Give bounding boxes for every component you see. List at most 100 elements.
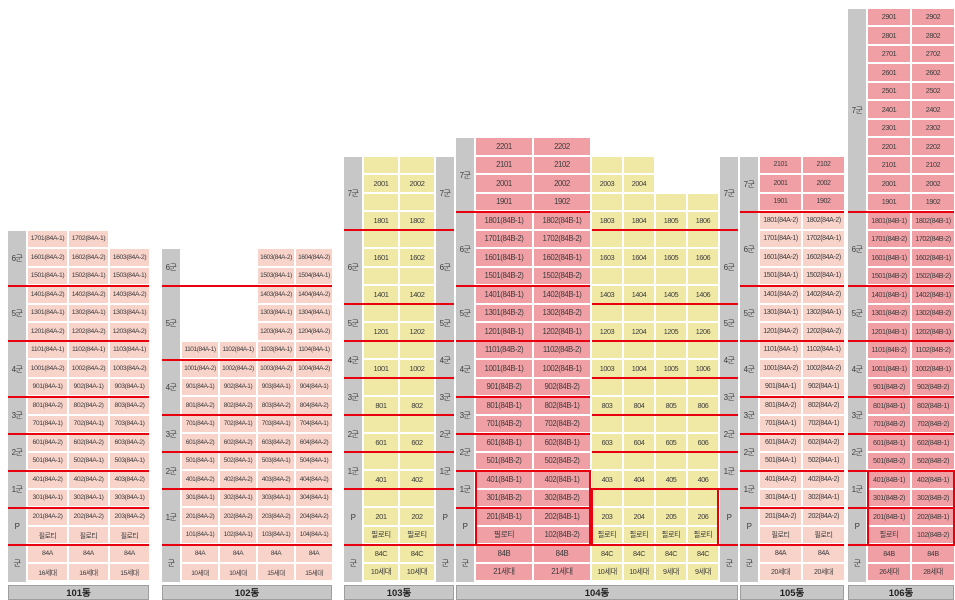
unit-cell: 301(84A-1) xyxy=(182,489,218,506)
unit-cell: 802(84A-2) xyxy=(803,397,844,414)
unit-cell: 2502 xyxy=(912,82,954,99)
unit-cell: 1001(84B-1) xyxy=(868,360,910,377)
unit-cell: 803 xyxy=(592,397,622,414)
red-highlight-box xyxy=(866,469,955,509)
unit-cell: 902(84B-2) xyxy=(912,378,954,395)
unit-cell: 206 xyxy=(688,508,718,525)
unit-cell: 2901 xyxy=(868,8,910,25)
unit-cell: 902(84A-1) xyxy=(69,378,108,395)
piloti-cell: 필로티 xyxy=(760,526,801,543)
empty-duplex-cell xyxy=(400,193,434,210)
unit-cell: 2101 xyxy=(476,156,532,173)
group-divider-red-line xyxy=(456,432,590,435)
group-label: 3군 xyxy=(11,411,23,420)
unit-cell: 1801 xyxy=(364,212,398,229)
unit-cell: 84B xyxy=(476,545,532,562)
unit-cell: 101(84A-1) xyxy=(182,526,218,543)
unit-cell: 903(84A-1) xyxy=(258,378,294,395)
unit-cell: 405 xyxy=(656,471,686,488)
unit-cell: 201(84A-2) xyxy=(760,508,801,525)
unit-cell: 1303(84A-1) xyxy=(258,304,294,321)
group-divider-red-line xyxy=(740,395,844,398)
unit-cell: 202(84A-2) xyxy=(69,508,108,525)
empty-duplex-cell xyxy=(592,378,622,395)
group-label: 5군 xyxy=(11,309,23,319)
unit-cell: 1603(84A-2) xyxy=(258,249,294,266)
unit-cell: 605 xyxy=(656,434,686,451)
unit-cell: 1402 xyxy=(400,286,434,303)
unit-cell: 804(84A-2) xyxy=(296,397,332,414)
unit-cell: 1802 xyxy=(400,212,434,229)
empty-duplex-cell xyxy=(592,341,622,358)
unit-cell: 1502(84B-2) xyxy=(534,267,590,284)
unit-cell: 1001(84A-2) xyxy=(760,360,801,377)
unit-cell: 1002(84A-2) xyxy=(803,360,844,377)
unit-cell: 1802(84B-1) xyxy=(912,212,954,229)
unit-cell: 10세대 xyxy=(400,563,434,580)
unit-cell: 301(84B-2) xyxy=(868,489,910,506)
unit-cell: 20세대 xyxy=(803,563,844,580)
unit-cell: 1002(84A-2) xyxy=(220,360,256,377)
unit-cell: 1101(84A-1) xyxy=(28,341,67,358)
building-name-bar: 105동 xyxy=(740,584,844,600)
unit-cell: 701(84A-1) xyxy=(760,415,801,432)
unit-cell: 1802(84A-2) xyxy=(803,212,844,229)
group-label: 1군 xyxy=(439,466,451,476)
unit-cell: 84C xyxy=(656,545,686,562)
empty-duplex-cell xyxy=(400,304,434,321)
unit-cell: 2202 xyxy=(534,138,590,155)
unit-cell: 203 xyxy=(592,508,622,525)
unit-cell: 1803 xyxy=(592,212,622,229)
group-label-column: 7군 6군 5군 4군 3군 2군 1군 P 군 xyxy=(720,156,738,582)
unit-cell: 1603(84A-2) xyxy=(110,249,149,266)
unit-cell: 902(84A-1) xyxy=(803,378,844,395)
unit-cell: 2501 xyxy=(868,82,910,99)
unit-cell: 802 xyxy=(400,397,434,414)
unit-cell: 84C xyxy=(592,545,622,562)
group-label: 4군 xyxy=(165,383,177,393)
group-label-column: 7군 6군 5군 4군 3군 2군 1군 P 군 xyxy=(740,156,758,582)
unit-cell: 1501(84A-1) xyxy=(28,267,67,284)
unit-cell: 502(84A-1) xyxy=(220,452,256,469)
group-label: 2군 xyxy=(439,429,451,439)
unit-cell: 601(84A-2) xyxy=(760,434,801,451)
group-label: 6군 xyxy=(11,253,23,263)
empty-duplex-cell xyxy=(656,489,686,506)
group-label: P xyxy=(442,512,448,522)
group-divider-red-line xyxy=(162,284,332,287)
unit-cell: 402 xyxy=(400,471,434,488)
group-label: 3군 xyxy=(723,392,735,402)
unit-cell: 84B xyxy=(912,545,954,562)
unit-cell: 1606 xyxy=(688,249,718,266)
unit-cell: 1201(84B-1) xyxy=(476,323,532,340)
unit-cell: 401(84A-2) xyxy=(28,471,67,488)
unit-cell: 1301(84B-2) xyxy=(476,304,532,321)
unit-cell: 602 xyxy=(400,434,434,451)
unit-cell: 1601 xyxy=(364,249,398,266)
unit-cell: 202(84B-1) xyxy=(534,508,590,525)
unit-cell: 801 xyxy=(364,397,398,414)
empty-duplex-cell xyxy=(364,193,398,210)
unit-cell: 601(84B-1) xyxy=(476,434,532,451)
unit-cell: 1503(84A-1) xyxy=(110,267,149,284)
piloti-cell: 필로티 xyxy=(688,526,718,543)
piloti-cell: 필로티 xyxy=(868,526,910,543)
empty-duplex-cell xyxy=(624,156,654,173)
unit-cell: 1502(84A-1) xyxy=(69,267,108,284)
group-label: 2군 xyxy=(723,429,735,439)
group-label: 5군 xyxy=(347,318,359,328)
group-label: 6군 xyxy=(165,263,177,272)
unit-cell: 1101(84B-2) xyxy=(476,341,532,358)
unit-cell: 84A xyxy=(803,545,844,562)
unit-cell: 604(84A-2) xyxy=(296,434,332,451)
unit-cell: 1403(84A-2) xyxy=(258,286,294,303)
piloti-cell: 필로티 xyxy=(592,526,622,543)
unit-cell: 601(84A-2) xyxy=(182,434,218,451)
unit-cell: 1602 xyxy=(400,249,434,266)
group-label: 군 xyxy=(745,559,753,568)
unit-cell: 1303(84A-1) xyxy=(110,304,149,321)
group-divider-red-line xyxy=(162,451,332,454)
unit-cell: 1202 xyxy=(400,323,434,340)
unit-cell: 2101 xyxy=(868,156,910,173)
unit-cell: 1902 xyxy=(534,193,590,210)
